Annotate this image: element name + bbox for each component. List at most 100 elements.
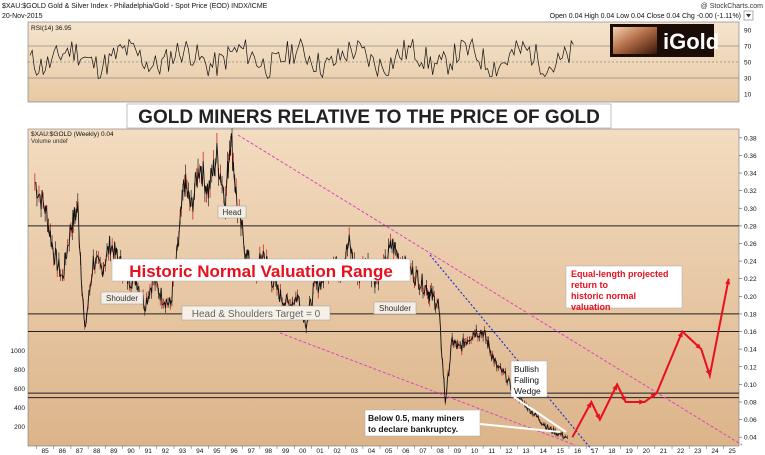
rsi-tick-label: 50 bbox=[744, 60, 752, 67]
y-tick-label: 0.38 bbox=[744, 135, 757, 142]
x-tick-label: 18 bbox=[608, 448, 616, 455]
hs-target-label: Head & Shoulders Target = 0 bbox=[181, 305, 331, 321]
y-tick-label: 0.36 bbox=[744, 153, 757, 160]
x-tick-label: 12 bbox=[505, 448, 513, 455]
trendline-upper-magenta bbox=[237, 134, 743, 446]
rsi-line bbox=[29, 37, 574, 79]
trendline-lower-magenta bbox=[279, 332, 576, 446]
shoulder-left-label: Shoulder bbox=[100, 291, 144, 305]
igold-logo: iGold bbox=[610, 24, 719, 57]
x-tick-label: 00 bbox=[299, 448, 307, 455]
logo-text: iGold bbox=[663, 29, 719, 54]
volume-tick-label: 800 bbox=[14, 367, 25, 374]
x-tick-label: 97 bbox=[248, 448, 256, 455]
rsi-tick-label: 90 bbox=[744, 28, 752, 35]
bankruptcy-label: Below 0.5, many miners to declare bankrup… bbox=[364, 409, 481, 437]
projection-arrowheads bbox=[586, 278, 731, 420]
valuation-range-label: Historic Normal Valuation Range bbox=[111, 258, 411, 282]
rsi-tick-label: 70 bbox=[744, 44, 752, 51]
x-tick-label: 25 bbox=[729, 448, 737, 455]
rsi-axis: 90 70 50 30 10 bbox=[744, 28, 752, 99]
legend-volume: Volume undef bbox=[31, 139, 68, 145]
arrowhead bbox=[705, 369, 711, 376]
volume-tick-label: 1000 bbox=[11, 348, 26, 355]
y-tick-label: 0.18 bbox=[744, 311, 757, 318]
legend-symbol: $XAU:$GOLD (Weekly) 0.04 bbox=[31, 131, 114, 138]
x-tick-label: 02 bbox=[334, 448, 342, 455]
svg-text:Head: Head bbox=[222, 208, 241, 217]
volume-axis: 1000 800 600 400 200 bbox=[11, 348, 26, 431]
shoulder-right-label: Shoulder bbox=[373, 301, 417, 315]
x-tick-label: 98 bbox=[265, 448, 273, 455]
y-tick-label: 0.12 bbox=[744, 364, 757, 371]
date-label: 20-Nov-2015 bbox=[2, 13, 43, 20]
x-tick-label: 20 bbox=[643, 448, 651, 455]
wedge-pointer bbox=[513, 396, 567, 433]
arrowhead bbox=[612, 384, 618, 391]
x-tick-label: 22 bbox=[677, 448, 685, 455]
bankruptcy-pointer bbox=[479, 423, 561, 433]
x-tick-label: 05 bbox=[385, 448, 393, 455]
arrowhead bbox=[620, 395, 626, 402]
arrowhead bbox=[677, 331, 683, 338]
x-tick-label: 96 bbox=[230, 448, 238, 455]
x-tick-label: 16 bbox=[574, 448, 582, 455]
x-tick-label: 91 bbox=[145, 448, 153, 455]
svg-text:Historic Normal Valuation Rang: Historic Normal Valuation Range bbox=[129, 262, 393, 281]
x-tick-label: 11 bbox=[488, 448, 495, 455]
y-tick-label: 0.30 bbox=[744, 206, 757, 213]
volume-tick-label: 600 bbox=[14, 386, 25, 393]
rsi-label: RSI(14) 36.95 bbox=[31, 25, 72, 32]
x-tick-label: 93 bbox=[179, 448, 187, 455]
arrowhead bbox=[650, 393, 657, 399]
x-tick-label: 10 bbox=[471, 448, 479, 455]
y-tick-label: 0.28 bbox=[744, 223, 757, 230]
arrowhead bbox=[586, 401, 592, 408]
y-tick-label: 0.14 bbox=[744, 347, 757, 354]
title-banner-box bbox=[126, 103, 612, 129]
symbol-line: $XAU:$GOLD Gold & Silver Index - Philade… bbox=[2, 3, 268, 10]
y-tick-label: 0.06 bbox=[744, 417, 757, 424]
y-tick-label: 0.16 bbox=[744, 329, 757, 336]
projection-label: Equal-length projected return to historic … bbox=[565, 265, 683, 312]
x-tick-label: 94 bbox=[196, 448, 204, 455]
arrowhead bbox=[695, 343, 702, 350]
x-tick-label: 04 bbox=[368, 448, 376, 455]
dropdown-icon[interactable] bbox=[743, 10, 754, 21]
x-tick-label: 13 bbox=[522, 448, 530, 455]
y-tick-label: 0.10 bbox=[744, 382, 757, 389]
y-tick-label: 0.34 bbox=[744, 171, 757, 178]
y-tick-label: 0.26 bbox=[744, 241, 757, 248]
x-tick-label: 21 bbox=[660, 448, 668, 455]
quote-line: Open 0.04 High 0.04 Low 0.04 Close 0.04 … bbox=[550, 13, 741, 20]
x-tick-label: 08 bbox=[437, 448, 445, 455]
x-tick-label: 15 bbox=[557, 448, 565, 455]
x-tick-label: 90 bbox=[127, 448, 135, 455]
y-tick-label: 0.08 bbox=[744, 399, 757, 406]
rsi-tick-label: 30 bbox=[744, 76, 752, 83]
wedge-label: Bullish Falling Wedge bbox=[510, 360, 548, 398]
arrowhead bbox=[725, 278, 731, 285]
x-tick-label: 23 bbox=[694, 448, 702, 455]
x-tick-label: 06 bbox=[402, 448, 410, 455]
copyright-label: @ StockCharts.com bbox=[701, 3, 764, 10]
x-tick-label: 99 bbox=[282, 448, 290, 455]
y-tick-label: 0.20 bbox=[744, 294, 757, 301]
arrowhead bbox=[639, 399, 645, 405]
svg-text:Shoulder: Shoulder bbox=[106, 294, 138, 303]
x-tick-label: 24 bbox=[711, 448, 719, 455]
volume-tick-label: 200 bbox=[14, 424, 25, 431]
x-tick-label: 19 bbox=[625, 448, 633, 455]
x-tick-label: 87 bbox=[76, 448, 84, 455]
x-tick-label: 01 bbox=[316, 448, 324, 455]
x-tick-label: 07 bbox=[419, 448, 427, 455]
y-axis: 0.38 0.36 0.34 0.32 0.30 0.28 0.26 0.24 0.22 0.20… bbox=[739, 135, 757, 442]
head-label: Head bbox=[217, 205, 247, 219]
projection-path bbox=[571, 278, 730, 438]
x-axis: 85 86 87 88 89 90 91 92 93 94 95 96 97 98 99 00 01 02 03 04… bbox=[36, 446, 737, 455]
x-tick-label: 95 bbox=[213, 448, 221, 455]
